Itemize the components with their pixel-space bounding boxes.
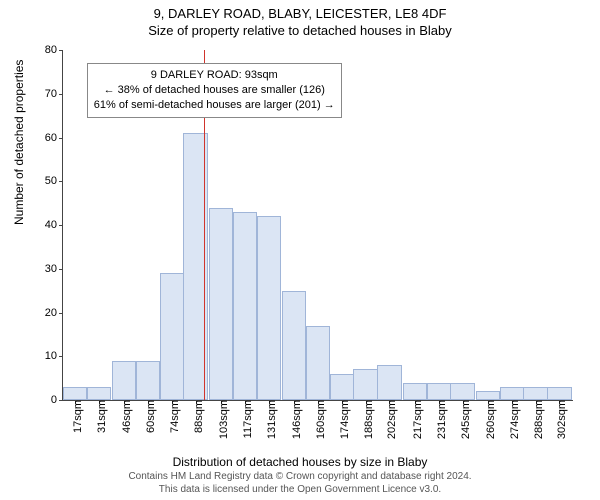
xtick-label: 46sqm (115, 400, 133, 433)
xtick-label: 288sqm (527, 400, 545, 439)
annotation-line: 61% of semi-detached houses are larger (… (94, 98, 335, 113)
xtick-label: 131sqm (260, 400, 278, 439)
histogram-bar (427, 383, 451, 401)
xtick-label: 146sqm (285, 400, 303, 439)
histogram-bar (476, 391, 500, 400)
annotation-line: ← 38% of detached houses are smaller (12… (94, 83, 335, 98)
ytick-label: 60 (45, 132, 63, 144)
histogram-bar (403, 383, 427, 401)
ytick-label: 80 (45, 44, 63, 56)
ytick-label: 70 (45, 88, 63, 100)
histogram-bar (209, 208, 233, 401)
xtick-label: 17sqm (66, 400, 84, 433)
xtick-label: 103sqm (212, 400, 230, 439)
xtick-label: 274sqm (503, 400, 521, 439)
xtick-label: 202sqm (380, 400, 398, 439)
histogram-bar (523, 387, 547, 400)
xtick-label: 231sqm (430, 400, 448, 439)
histogram-bar (450, 383, 474, 401)
chart-area: 0102030405060708017sqm31sqm46sqm60sqm74s… (62, 50, 572, 400)
histogram-bar (257, 216, 281, 400)
xtick-label: 174sqm (333, 400, 351, 439)
histogram-bar (87, 387, 111, 400)
ytick-label: 30 (45, 263, 63, 275)
xtick-label: 117sqm (236, 400, 254, 438)
footer-line2: This data is licensed under the Open Gov… (0, 483, 600, 496)
histogram-bar (353, 369, 377, 400)
xtick-label: 74sqm (163, 400, 181, 433)
ytick-label: 0 (51, 394, 63, 406)
histogram-bar (547, 387, 571, 400)
histogram-bar (377, 365, 401, 400)
xtick-label: 245sqm (454, 400, 472, 439)
footer-attribution: Contains HM Land Registry data © Crown c… (0, 470, 600, 496)
histogram-bar (330, 374, 354, 400)
histogram-bar (500, 387, 524, 400)
xtick-label: 60sqm (139, 400, 157, 433)
histogram-bar (282, 291, 306, 400)
histogram-bar (306, 326, 330, 400)
footer-line1: Contains HM Land Registry data © Crown c… (0, 470, 600, 483)
histogram-bar (160, 273, 184, 400)
histogram-bar (136, 361, 160, 400)
xtick-label: 88sqm (187, 400, 205, 433)
ytick-label: 20 (45, 307, 63, 319)
x-axis-label: Distribution of detached houses by size … (0, 455, 600, 469)
y-axis-label: Number of detached properties (12, 60, 26, 225)
chart-title-address: 9, DARLEY ROAD, BLABY, LEICESTER, LE8 4D… (0, 0, 600, 21)
annotation-box: 9 DARLEY ROAD: 93sqm← 38% of detached ho… (87, 63, 342, 118)
annotation-line: 9 DARLEY ROAD: 93sqm (94, 68, 335, 83)
xtick-label: 188sqm (357, 400, 375, 439)
xtick-label: 31sqm (90, 400, 108, 433)
ytick-label: 50 (45, 175, 63, 187)
chart-title-subtitle: Size of property relative to detached ho… (0, 21, 600, 38)
xtick-label: 217sqm (406, 400, 424, 439)
xtick-label: 260sqm (479, 400, 497, 439)
histogram-bar (63, 387, 87, 400)
plot-region: 0102030405060708017sqm31sqm46sqm60sqm74s… (62, 50, 573, 401)
xtick-label: 160sqm (309, 400, 327, 439)
histogram-bar (112, 361, 136, 400)
ytick-label: 10 (45, 350, 63, 362)
xtick-label: 302sqm (550, 400, 568, 439)
histogram-bar (233, 212, 257, 400)
ytick-label: 40 (45, 219, 63, 231)
